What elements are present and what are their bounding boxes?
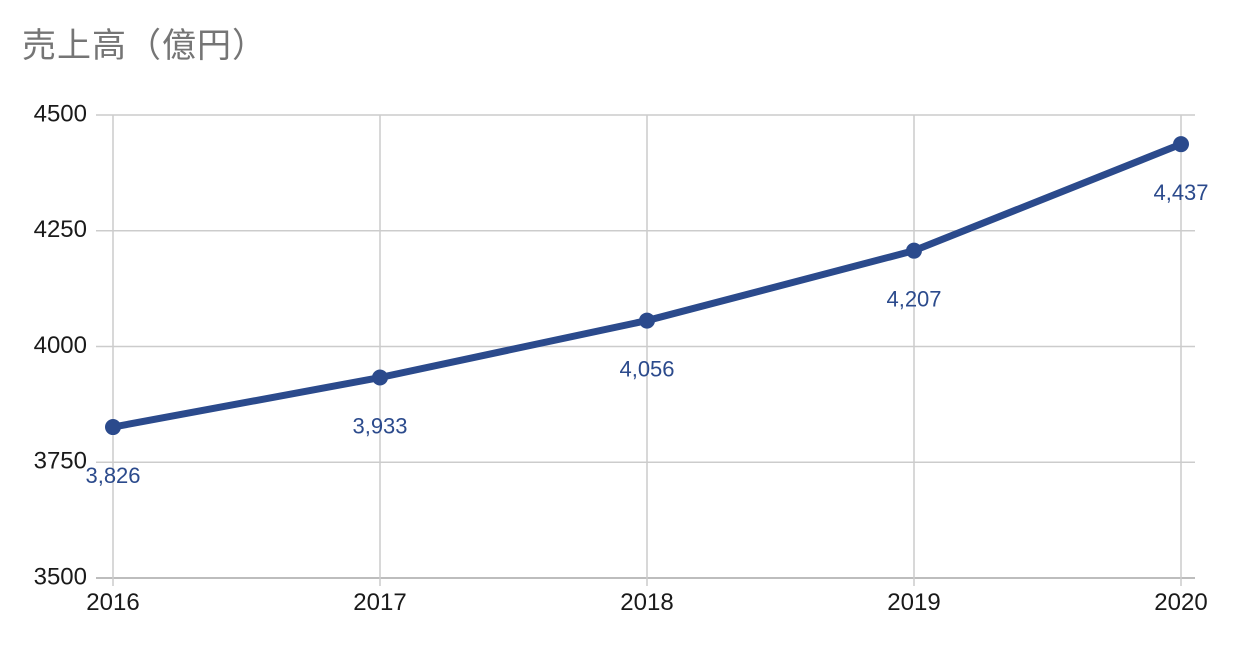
data-point bbox=[372, 369, 388, 386]
data-label: 4,437 bbox=[1153, 180, 1208, 205]
data-point bbox=[105, 419, 121, 436]
y-tick-label: 4500 bbox=[34, 100, 87, 127]
data-point bbox=[1173, 136, 1189, 153]
grid bbox=[96, 114, 1195, 586]
x-tick-label: 2018 bbox=[620, 589, 673, 616]
data-label: 3,933 bbox=[352, 414, 407, 439]
y-tick-label: 4000 bbox=[34, 332, 87, 359]
data-label: 4,207 bbox=[886, 287, 941, 312]
series bbox=[105, 136, 1189, 436]
data-label: 3,826 bbox=[85, 463, 140, 488]
y-tick-label: 4250 bbox=[34, 216, 87, 243]
y-tick-label: 3750 bbox=[34, 448, 87, 475]
x-tick-label: 2020 bbox=[1154, 589, 1207, 616]
data-point bbox=[906, 242, 922, 259]
y-tick-label: 3500 bbox=[34, 563, 87, 590]
data-label: 4,056 bbox=[619, 357, 674, 382]
x-tick-label: 2017 bbox=[353, 589, 406, 616]
data-point bbox=[639, 312, 655, 329]
x-tick-label: 2016 bbox=[86, 589, 139, 616]
axis-ticks: 3500 3750 4000 4250 4500 2016 2017 2018 2019 2020 bbox=[34, 100, 1208, 616]
x-tick-label: 2019 bbox=[887, 589, 940, 616]
chart-title: 売上高（億円） bbox=[22, 26, 267, 66]
data-labels: 3,826 3,933 4,056 4,207 4,437 bbox=[85, 180, 1208, 488]
